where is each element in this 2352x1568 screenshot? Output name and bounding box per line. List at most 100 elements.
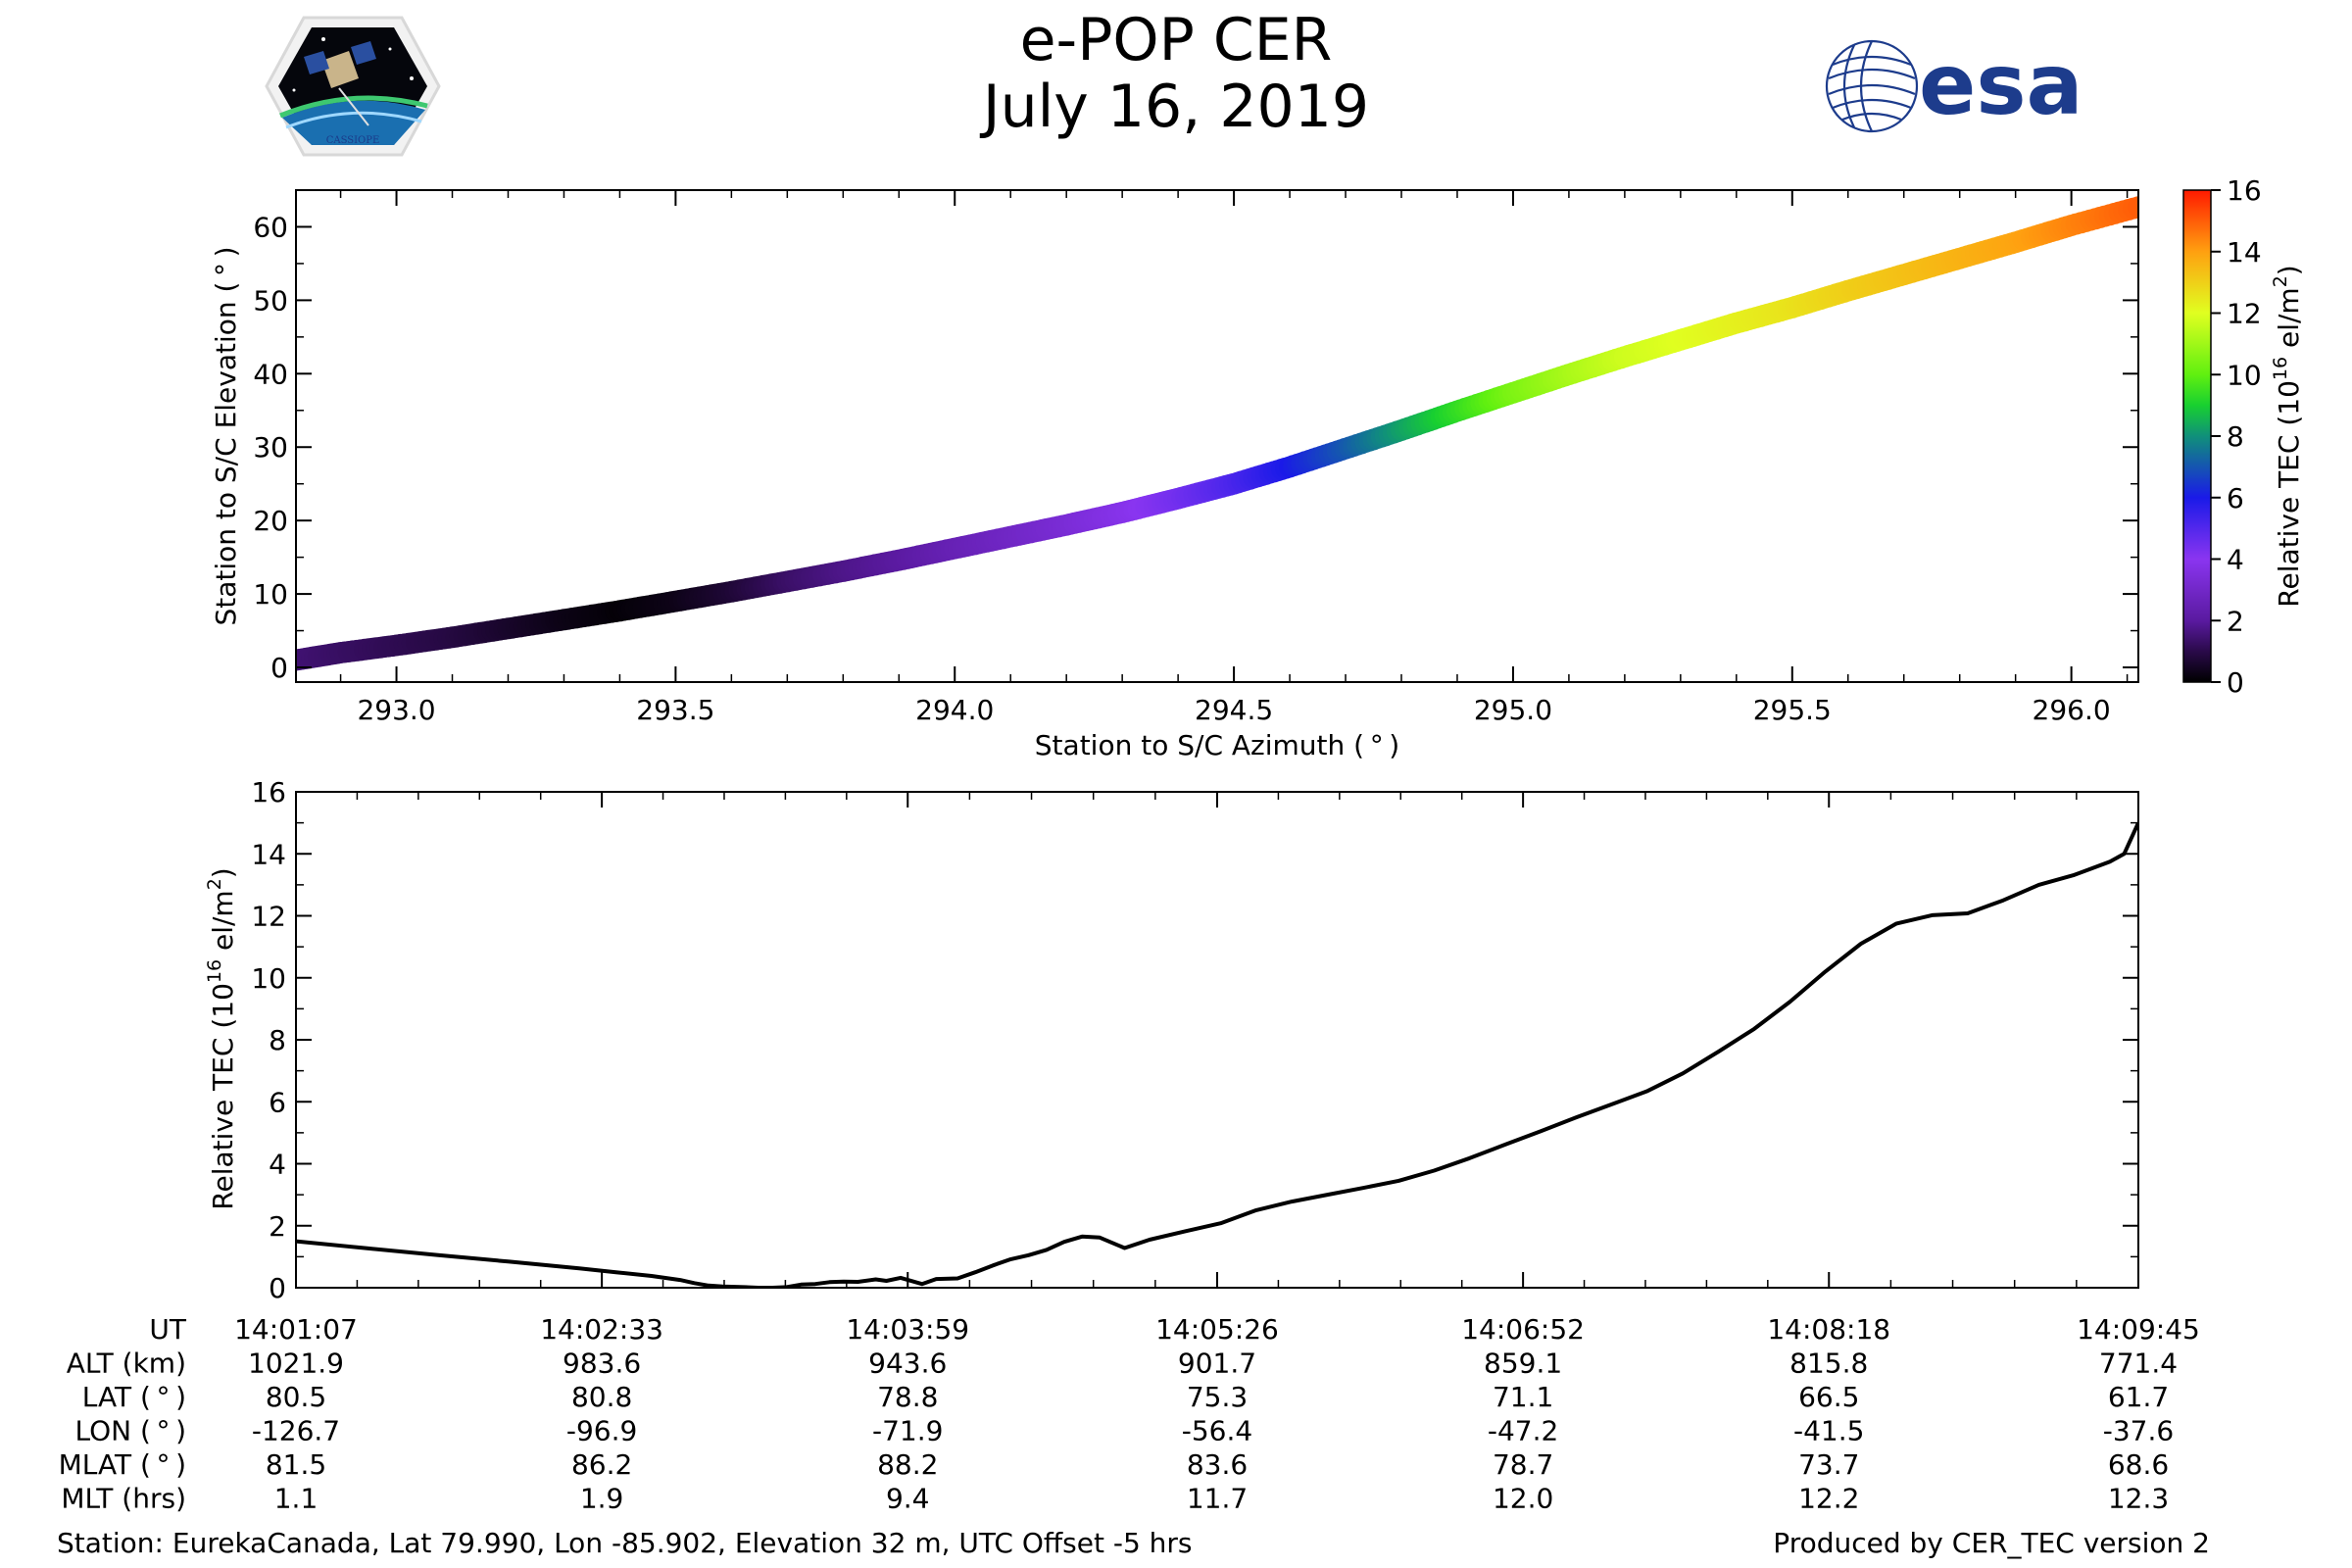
table-row-label: ALT (km) (67, 1348, 186, 1380)
table-cell: 88.2 (877, 1448, 938, 1481)
cassiope-logo: CASSIOPE (265, 16, 441, 157)
table-row-label: MLT (hrs) (61, 1483, 186, 1515)
table-cell: 901.7 (1178, 1348, 1256, 1380)
top-x-axis: 293.0 293.5 294.0 294.5 295.0 295.5 296.0 (339, 190, 2129, 726)
table-row-label: LAT ( ° ) (82, 1381, 186, 1413)
table-cell: -126.7 (252, 1415, 340, 1447)
table-cell: 75.3 (1187, 1381, 1248, 1413)
cassiope-logo-label: CASSIOPE (326, 135, 380, 146)
table-cell: 14:02:33 (540, 1313, 663, 1346)
satellite-icon (304, 41, 376, 126)
table-cell: -47.2 (1488, 1415, 1558, 1447)
table-cell: -96.9 (566, 1415, 637, 1447)
esa-logo-text: esa (1919, 36, 2083, 134)
colorbar-gradient (2183, 190, 2211, 682)
table-cell: 1021.9 (248, 1348, 344, 1380)
top-x-tick-label: 294.0 (915, 694, 994, 726)
table-cell: 80.8 (571, 1381, 632, 1413)
table-cell: 1.9 (580, 1483, 624, 1515)
table-cell: 68.6 (2108, 1448, 2169, 1481)
top-x-tick-label: 295.5 (1753, 694, 1832, 726)
bottom-y-tick-label: 16 (251, 776, 286, 808)
table-row-label: UT (149, 1313, 186, 1346)
bottom-y-axis: 0 2 4 6 8 10 12 14 16 (251, 776, 2138, 1304)
top-x-tick-label: 293.5 (636, 694, 714, 726)
colorbar-tick-label: 0 (2227, 666, 2244, 699)
bottom-y-tick-label: 8 (269, 1024, 286, 1056)
table-cell: 12.0 (1493, 1483, 1553, 1515)
bottom-y-tick-label: 12 (251, 901, 286, 933)
table-cell: 78.7 (1493, 1448, 1553, 1481)
colorbar-tick-label: 8 (2227, 420, 2244, 453)
table-cell: 80.5 (266, 1381, 326, 1413)
table-cell: -37.6 (2103, 1415, 2174, 1447)
table-cell: 73.7 (1798, 1448, 1859, 1481)
figure-date: July 16, 2019 (982, 73, 1370, 141)
table-cell: 14:08:18 (1767, 1313, 1890, 1346)
table-cell: 1.1 (274, 1483, 318, 1515)
table-cell: 71.1 (1493, 1381, 1553, 1413)
table-cell: 943.6 (868, 1348, 947, 1380)
table-cell: 14:03:59 (846, 1313, 969, 1346)
tec-time-plot: 0 2 4 6 8 10 12 14 16 Relative TEC (1016 el/m2) (204, 776, 2139, 1304)
table-cell: 771.4 (2099, 1348, 2178, 1380)
top-x-tick-label: 296.0 (2033, 694, 2111, 726)
table-row-label: MLAT ( ° ) (59, 1448, 186, 1481)
station-info: Station: EurekaCanada, Lat 79.990, Lon -… (57, 1527, 1193, 1559)
table-cell: 66.5 (1798, 1381, 1859, 1413)
table-cell: 86.2 (571, 1448, 632, 1481)
tec-colorbar: 0 2 4 6 8 10 12 14 16 Relative TEC (1016 el/m2) (2182, 174, 2305, 699)
earth-limb-icon (282, 100, 425, 145)
table-cell: 14:06:52 (1461, 1313, 1585, 1346)
bottom-y-tick-label: 4 (269, 1149, 286, 1181)
table-cell: -41.5 (1793, 1415, 1864, 1447)
top-plot-frame (295, 189, 2139, 683)
table-cell: 12.2 (1798, 1483, 1859, 1515)
colorbar-axis: 0 2 4 6 8 10 12 14 16 (2211, 174, 2262, 699)
producer-info: Produced by CER_TEC version 2 (1773, 1527, 2210, 1559)
top-x-tick-label: 293.0 (357, 694, 435, 726)
colorbar-tick-label: 14 (2227, 236, 2262, 269)
elevation-azimuth-plot: 293.0 293.5 294.0 294.5 295.0 295.5 296.0 0 10 2… (210, 189, 2139, 761)
top-y-tick-label: 10 (253, 578, 288, 611)
colorbar-tick-label: 6 (2227, 482, 2244, 514)
table-cell: 14:05:26 (1155, 1313, 1279, 1346)
table-cell: 81.5 (266, 1448, 326, 1481)
top-x-axis-label: Station to S/C Azimuth ( ° ) (1035, 729, 1399, 761)
table-cell: -71.9 (872, 1415, 943, 1447)
table-row-label: LON ( ° ) (74, 1415, 186, 1447)
table-cell: 815.8 (1789, 1348, 1868, 1380)
table-cell: 78.8 (877, 1381, 938, 1413)
table-cell: 983.6 (563, 1348, 641, 1380)
esa-globe-icon (1825, 39, 1919, 133)
table-cell: -56.4 (1182, 1415, 1252, 1447)
bottom-y-tick-label: 6 (269, 1086, 286, 1118)
top-x-tick-label: 294.5 (1195, 694, 1273, 726)
colorbar-tick-label: 10 (2227, 359, 2262, 391)
table-cell: 61.7 (2108, 1381, 2169, 1413)
colorbar-tick-label: 16 (2227, 174, 2262, 207)
bottom-y-tick-label: 0 (269, 1272, 286, 1304)
bottom-y-axis-label: Relative TEC (1016 el/m2) (204, 867, 239, 1209)
table-cell: 859.1 (1484, 1348, 1562, 1380)
top-y-tick-label: 20 (253, 505, 288, 537)
figure-title: e-POP CER (1019, 6, 1333, 74)
colorbar-label: Relative TEC (1016 el/m2) (2270, 265, 2305, 607)
bottom-plot-frame (295, 791, 2139, 1289)
bottom-y-tick-label: 2 (269, 1210, 286, 1243)
top-y-axis-label: Station to S/C Elevation ( ° ) (210, 246, 242, 625)
top-y-tick-label: 0 (270, 652, 288, 684)
table-cell: 9.4 (886, 1483, 930, 1515)
elevation-azimuth-points (296, 196, 2138, 671)
esa-logo: esa (1825, 36, 2083, 134)
top-y-tick-label: 40 (253, 358, 288, 390)
table-cell: 14:01:07 (234, 1313, 358, 1346)
top-x-tick-label: 295.0 (1474, 694, 1552, 726)
top-y-tick-label: 60 (253, 211, 288, 243)
top-y-axis: 0 10 20 30 40 50 60 (253, 211, 2138, 684)
bottom-y-tick-label: 14 (251, 838, 286, 870)
table-cell: 83.6 (1187, 1448, 1248, 1481)
colorbar-tick-label: 4 (2227, 544, 2244, 576)
